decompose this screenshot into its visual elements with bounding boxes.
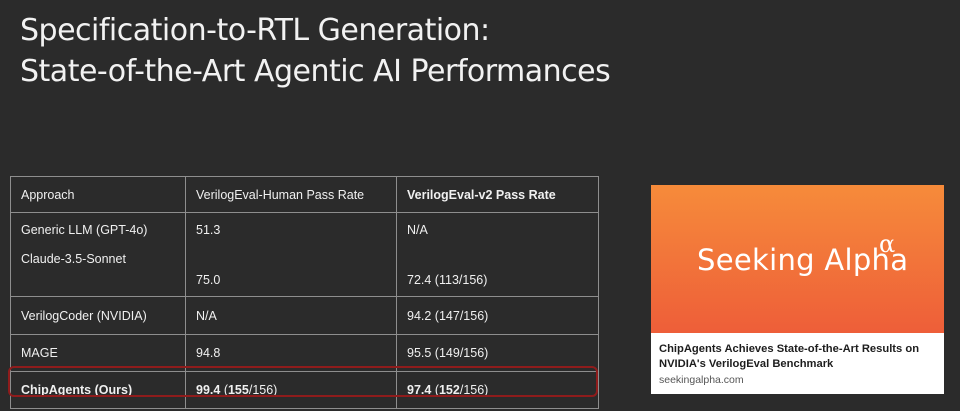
table-row: Generic LLM (GPT-4o) 51.3 N/A [10, 212, 599, 246]
human-passed: 155 [227, 383, 249, 397]
header-approach: Approach [10, 176, 186, 213]
alpha-icon: α [879, 230, 896, 258]
human-score: 99.4 [196, 383, 221, 397]
human-pass-cell: 75.0 [185, 246, 397, 297]
table-row: MAGE 94.8 95.5 (149/156) [10, 334, 599, 372]
approach-cell-ours: ChipAgents (Ours) [10, 371, 186, 409]
table-row: Claude-3.5-Sonnet 75.0 72.4 (113/156) [10, 246, 599, 297]
v2-pass-cell: 95.5 (149/156) [396, 334, 599, 372]
title-line-1: Specification-to-RTL Generation: [20, 13, 490, 48]
news-source: seekingalpha.com [659, 374, 744, 386]
v2-pass-cell: 72.4 (113/156) [396, 246, 599, 297]
table-row-ours: ChipAgents (Ours) 99.4 (155/156) 97.4 (1… [10, 371, 599, 409]
human-pass-cell: 94.8 [185, 334, 397, 372]
news-headline[interactable]: ChipAgents Achieves State-of-the-Art Res… [659, 343, 920, 370]
table-header-row: Approach VerilogEval-Human Pass Rate Ver… [10, 176, 599, 213]
v2-pass-cell-ours: 97.4 (152/156) [396, 371, 599, 409]
header-human-pass-rate: VerilogEval-Human Pass Rate [185, 176, 397, 213]
approach-cell: MAGE [10, 334, 186, 372]
human-open: ( [220, 383, 228, 397]
v2-passed: 152 [438, 383, 460, 397]
brand-logo-text: Seeking Alpha [697, 243, 909, 277]
human-total: /156) [248, 383, 278, 397]
title-line-2: State-of-the-Art Agentic AI Performances [20, 54, 611, 89]
table-row: VerilogCoder (NVIDIA) N/A 94.2 (147/156) [10, 296, 599, 335]
human-pass-cell: N/A [185, 296, 397, 335]
v2-total: /156) [459, 383, 489, 397]
human-pass-cell: 51.3 [185, 212, 397, 246]
slide-title: Specification-to-RTL Generation: State-o… [20, 10, 720, 92]
approach-cell: VerilogCoder (NVIDIA) [10, 296, 186, 335]
v2-score: 97.4 [407, 383, 432, 397]
v2-open: ( [431, 383, 439, 397]
approach-cell: Claude-3.5-Sonnet [10, 246, 186, 297]
results-table: Approach VerilogEval-Human Pass Rate Ver… [10, 176, 599, 409]
v2-pass-cell: 94.2 (147/156) [396, 296, 599, 335]
news-link-card[interactable]: Seeking Alpha α ChipAgents Achieves Stat… [651, 185, 944, 394]
approach-cell: Generic LLM (GPT-4o) [10, 212, 186, 246]
human-pass-cell-ours: 99.4 (155/156) [185, 371, 397, 409]
news-card-image: Seeking Alpha α [651, 185, 944, 333]
header-v2-pass-rate: VerilogEval-v2 Pass Rate [396, 176, 599, 213]
v2-pass-cell: N/A [396, 212, 599, 246]
